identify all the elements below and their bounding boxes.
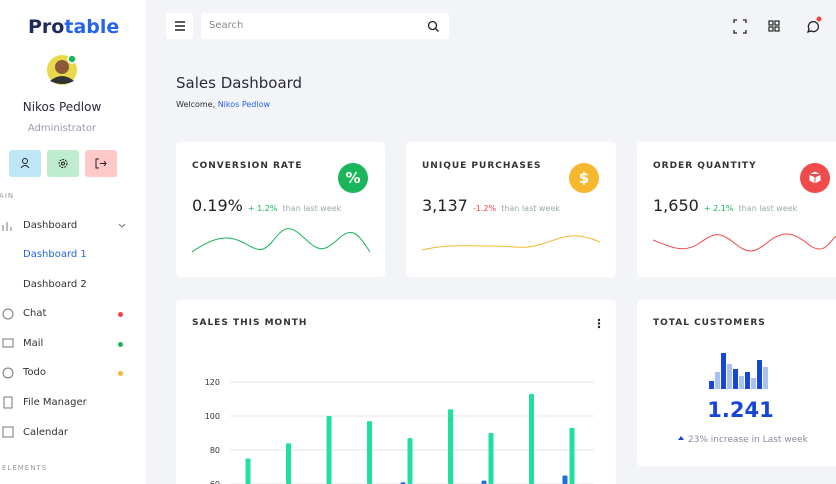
sparkline — [653, 233, 836, 252]
section-label: ELEMENTS — [2, 464, 48, 472]
bar — [286, 443, 291, 484]
stat-note: than last week — [282, 204, 342, 213]
badge-dot — [118, 371, 123, 376]
stat-card: CONVERSION RATE % 0.19% + 1.2% than last… — [176, 142, 385, 277]
stat-icon — [800, 163, 830, 193]
customers-note-row: 23% increase in Last week — [677, 434, 808, 445]
sales-card: SALES THIS MONTH 60 80 100 120 — [176, 300, 616, 484]
logo-part: Pro — [28, 16, 65, 38]
profile-button[interactable] — [9, 150, 41, 177]
bar — [367, 421, 372, 484]
y-tick-label: 120 — [205, 378, 220, 387]
stat-row: 0.19% + 1.2% than last week — [192, 196, 341, 215]
more-menu[interactable] — [596, 318, 604, 330]
stat-title: UNIQUE PURCHASES — [422, 161, 542, 171]
bar — [529, 393, 534, 484]
sparkline — [422, 235, 601, 251]
search-placeholder: Search — [209, 20, 244, 31]
logo-part: table — [64, 16, 120, 38]
logo: Protable — [28, 16, 119, 38]
badge-dot — [118, 342, 123, 347]
customers-value: 1.241 — [707, 398, 774, 422]
y-tick-label: 100 — [205, 412, 220, 421]
menu-icons — [2, 222, 126, 438]
bar — [562, 475, 568, 484]
chart-title: SALES THIS MONTH — [192, 318, 308, 328]
sparkline — [192, 228, 371, 253]
badge-dot — [118, 312, 123, 317]
user-role: Administrator — [27, 123, 97, 134]
stat-value: 3,137 — [422, 196, 468, 215]
page-title: Sales Dashboard — [176, 74, 303, 92]
y-tick-label: 80 — [210, 446, 220, 455]
welcome-name[interactable]: Nikos Pedlow — [217, 100, 271, 109]
stat-change: + 2.1% — [703, 204, 734, 213]
card-title: TOTAL CUSTOMERS — [653, 318, 766, 328]
stat-value: 0.19% — [192, 196, 243, 215]
bar-chart: 60 80 100 120 — [205, 378, 594, 484]
welcome-text: Welcome, — [176, 100, 216, 109]
y-tick-label: 60 — [210, 480, 220, 484]
avatar — [47, 54, 77, 85]
user-name: Nikos Pedlow — [22, 100, 102, 114]
menu-item[interactable]: File Manager — [23, 397, 87, 408]
menu-toggle[interactable] — [166, 13, 193, 39]
bar — [448, 409, 453, 484]
stat-icon: $ — [569, 163, 599, 193]
menu-item[interactable]: Dashboard 2 — [23, 279, 87, 290]
customers-note: 23% increase in Last week — [687, 435, 808, 445]
stat-change: -1.2% — [472, 204, 497, 213]
menu-item[interactable]: Todo — [23, 367, 46, 378]
stat-change: + 1.2% — [247, 204, 278, 213]
stat-note: than last week — [738, 204, 798, 213]
bar — [481, 480, 487, 484]
stat-row: 1,650 + 2.1% than last week — [653, 196, 797, 215]
menu-item[interactable]: Chat — [23, 308, 47, 319]
bar — [488, 433, 494, 484]
logout-button[interactable] — [85, 150, 117, 177]
stat-title: ORDER QUANTITY — [653, 161, 757, 171]
up-triangle — [678, 436, 684, 440]
header-icons[interactable] — [728, 16, 828, 38]
bar — [569, 427, 575, 484]
menu-item[interactable]: Dashboard — [23, 220, 78, 231]
stat-card: ORDER QUANTITY 1,650 + 2.1% than last we… — [637, 142, 836, 277]
stat-value: 1,650 — [653, 196, 699, 215]
menu-item[interactable]: Mail — [23, 338, 44, 349]
search-box[interactable]: Search — [201, 13, 449, 39]
stat-row: 3,137 -1.2% than last week — [422, 196, 560, 215]
stat-note: than last week — [501, 204, 560, 213]
mini-bars — [709, 353, 768, 389]
bar — [245, 458, 251, 484]
sidebar: Protable Nikos Pedlow Administrator MAIN… — [0, 0, 146, 484]
customers-card: TOTAL CUSTOMERS 1.241 23% increase in La… — [637, 300, 836, 466]
settings-button[interactable] — [47, 150, 79, 177]
welcome: Welcome, Nikos Pedlow — [176, 100, 270, 109]
bar — [326, 416, 332, 484]
menu-item[interactable]: Calendar — [23, 427, 68, 438]
section-label: MAIN — [0, 192, 15, 200]
stat-title: CONVERSION RATE — [192, 161, 303, 171]
menu-item[interactable]: Dashboard 1 — [23, 249, 87, 260]
stat-card: UNIQUE PURCHASES $ 3,137 -1.2% than last… — [406, 142, 616, 277]
bar — [407, 438, 413, 484]
stat-icon: % — [338, 163, 368, 193]
